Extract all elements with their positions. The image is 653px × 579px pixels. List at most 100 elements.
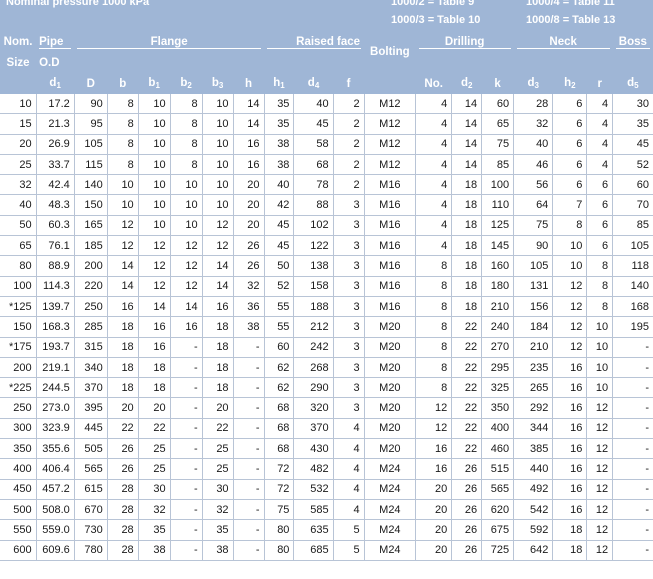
col-group-neck: Neck: [513, 31, 613, 52]
table-cell: 16: [233, 154, 265, 176]
table-cell: 268: [293, 357, 334, 379]
table-cell: 505: [74, 438, 108, 460]
table-cell: 2: [333, 113, 365, 135]
table-cell: 460: [481, 438, 515, 460]
table-cell: 16: [552, 479, 588, 500]
table-cell: 2: [333, 134, 365, 155]
table-cell: -: [233, 540, 265, 561]
table-cell: 18: [138, 377, 171, 399]
table-cell: 6: [552, 154, 588, 176]
table-cell: 16: [552, 438, 588, 460]
table-cell: 406.4: [36, 458, 75, 480]
table-cell: 26.9: [36, 134, 75, 155]
table-cell: 8: [415, 357, 453, 379]
table-cell: M20: [364, 438, 417, 460]
table-cell: -: [233, 357, 265, 379]
table-cell: 42.4: [36, 174, 75, 196]
table-cell: 3: [333, 316, 365, 338]
table-cell: 14: [202, 255, 234, 277]
table-cell: 80: [264, 519, 295, 541]
table-cell: 30: [202, 479, 234, 500]
table-cell: 12: [586, 438, 614, 460]
table-cell: 18: [451, 255, 483, 277]
table-cell: 10: [586, 377, 614, 399]
table-cell: -: [170, 357, 203, 379]
table-cell: -: [612, 377, 653, 399]
table-cell: 6: [586, 174, 614, 196]
table-cell: 22: [107, 418, 139, 440]
table-cell: 12: [138, 255, 171, 277]
table-cell: 400: [481, 418, 515, 440]
table-body: 10 17.2 90 8 10 8 10 14 35 40 2 M12 4 14 60 28 6 4 30 15 21.…: [0, 94, 653, 561]
table-cell: 100: [481, 174, 515, 196]
table-cell: 12: [170, 235, 203, 257]
table-cell: 8: [586, 276, 614, 297]
table-cell: 62: [264, 377, 295, 399]
table-cell: 315: [74, 337, 108, 358]
table-cell: 20: [233, 174, 265, 196]
table-cell: M12: [364, 134, 417, 155]
table-cell: 592: [513, 519, 554, 541]
table-cell: -: [612, 337, 653, 358]
table-cell: 16: [202, 296, 234, 318]
table-cell: 515: [481, 458, 515, 480]
table-cell: M16: [364, 235, 417, 257]
table-cell: 10: [170, 174, 203, 196]
table-cell: 32: [513, 113, 554, 135]
table-cell: 642: [513, 540, 554, 561]
table-cell: 3: [333, 235, 365, 257]
table-cell: 4: [586, 94, 614, 115]
table-cell: 4: [415, 113, 453, 135]
table-cell: -: [233, 519, 265, 541]
table-cell: 32: [202, 499, 234, 521]
table-cell: 26: [107, 438, 139, 460]
table-cell: 46: [513, 154, 554, 176]
table-cell: 4: [415, 134, 453, 155]
table-cell: 270: [481, 337, 515, 358]
table-cell: 188: [293, 296, 334, 318]
table-row: 65 76.1 185 12 12 12 12 26 45 122 3 M16 4 18 145 90 10 6 1…: [0, 235, 653, 257]
table-cell: 400: [0, 458, 37, 480]
col-d3: d3: [513, 73, 553, 94]
table-cell: 10: [138, 94, 171, 115]
table-cell: 8: [415, 316, 453, 338]
table-cell: 21.3: [36, 113, 75, 135]
table-cell: 685: [293, 540, 334, 561]
table-cell: 12: [586, 479, 614, 500]
table-cell: 55: [264, 316, 295, 338]
table-cell: M12: [364, 154, 417, 176]
table-cell: 4: [415, 154, 453, 176]
table-cell: -: [170, 337, 203, 358]
table-cell: 26: [451, 519, 483, 541]
table-cell: 508.0: [36, 499, 75, 521]
table-cell: 72: [264, 479, 295, 500]
table-cell: 102: [293, 215, 334, 237]
table-cell: -: [612, 418, 653, 440]
table-cell: -: [612, 357, 653, 379]
col-k: k: [481, 73, 514, 94]
table-cell: 16: [415, 458, 453, 480]
table-cell: 38: [264, 134, 295, 155]
table-cell: 350: [481, 397, 515, 419]
table-cell: -: [170, 458, 203, 480]
flange-dimensions-table: Nom. Pipe Flange Raised face Bolting Dri…: [0, 31, 653, 561]
table-cell: 10: [107, 174, 139, 196]
table-cell: 8: [170, 154, 203, 176]
table-cell: 292: [513, 397, 554, 419]
table-cell: 118: [612, 255, 653, 277]
table-cell: 38: [264, 154, 295, 176]
table-cell: 20: [233, 215, 265, 237]
table-cell: 60.3: [36, 215, 75, 237]
table-cell: 184: [513, 316, 554, 338]
table-cell: -: [612, 540, 653, 561]
table-cell: 440: [513, 458, 554, 480]
table-cell: 3: [333, 215, 365, 237]
table-cell: 55: [264, 296, 295, 318]
table-cell: 250: [74, 296, 108, 318]
table-row: 10 17.2 90 8 10 8 10 14 35 40 2 M12 4 14 60 28 6 4 30: [0, 94, 653, 115]
table-cell: 14: [138, 296, 171, 318]
header-row-groups: Nom. Pipe Flange Raised face Bolting Dri…: [0, 31, 653, 73]
table-cell: 4: [333, 479, 365, 500]
table-cell: 445: [74, 418, 108, 440]
table-cell: 200: [74, 255, 108, 277]
